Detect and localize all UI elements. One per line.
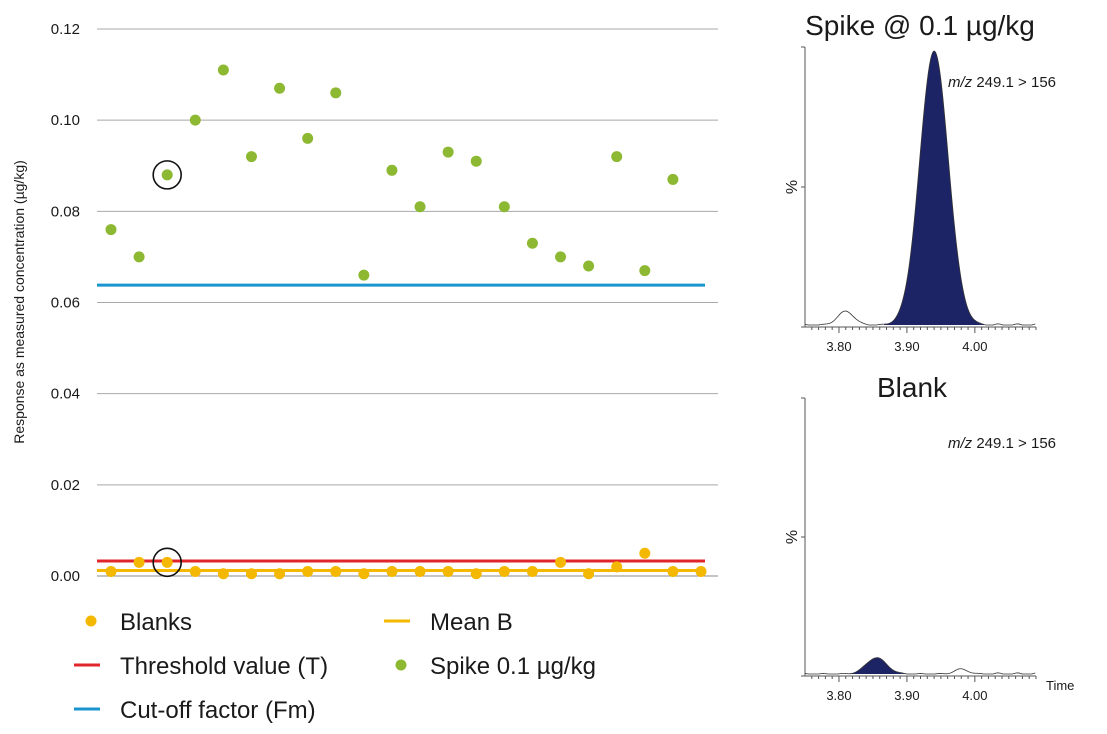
legend-label: Threshold value (T) xyxy=(120,653,328,680)
y-axis-label: % xyxy=(784,180,801,194)
panel-title: Blank xyxy=(877,372,948,403)
trace-annotation: m/z 249.1 > 156 xyxy=(948,435,1056,452)
annotation-text: 249.1 > 156 xyxy=(972,435,1056,452)
data-point xyxy=(526,565,538,577)
data-point xyxy=(217,568,229,580)
data-point xyxy=(667,173,679,185)
peak-area xyxy=(840,657,913,674)
data-point xyxy=(358,568,370,580)
legend-marker xyxy=(395,659,407,671)
data-point xyxy=(386,565,398,577)
data-point xyxy=(161,556,173,568)
y-axis-label: % xyxy=(784,530,801,544)
legend-item: Threshold value (T) xyxy=(74,653,328,680)
y-tick-label: 0.06 xyxy=(51,295,80,312)
chromatogram-blank: Blank m/z 249.1 > 156% 3.80 3.90 4.00 Time xyxy=(784,372,1074,703)
data-point xyxy=(330,565,342,577)
data-point xyxy=(105,565,117,577)
legend-item: Cut-off factor (Fm) xyxy=(74,697,316,724)
data-point xyxy=(302,565,314,577)
data-point xyxy=(498,201,510,213)
x-tick-label: 3.80 xyxy=(826,339,851,354)
data-point xyxy=(414,201,426,213)
data-point xyxy=(611,561,623,573)
legend-marker xyxy=(85,615,97,627)
data-point xyxy=(442,146,454,158)
scatter-chart: 0.00 0.02 0.04 0.06 0.08 0.10 0.12 Response as… xyxy=(11,21,718,585)
data-points xyxy=(105,64,707,580)
x-tick-label: 4.00 xyxy=(962,688,987,703)
legend-item: Spike 0.1 µg/kg xyxy=(395,653,596,680)
data-point xyxy=(695,565,707,577)
y-tick-label: 0.02 xyxy=(51,477,80,494)
y-tick-label: 0.08 xyxy=(51,203,80,220)
trace-line xyxy=(804,50,1036,326)
data-point xyxy=(245,568,257,580)
y-tick-label: 0.04 xyxy=(51,386,80,403)
data-point xyxy=(302,132,314,144)
x-tick-label: 3.80 xyxy=(826,688,851,703)
data-point xyxy=(245,151,257,163)
data-point xyxy=(414,565,426,577)
chromatogram-spike: Spike @ 0.1 µg/kg m/z 249.1 > 156% 3.80 3.9… xyxy=(784,10,1056,354)
annotation-text: 249.1 > 156 xyxy=(972,74,1056,91)
data-point xyxy=(189,565,201,577)
data-point xyxy=(274,82,286,94)
data-point xyxy=(639,547,651,559)
data-point xyxy=(133,251,145,263)
data-point xyxy=(470,155,482,167)
y-tick-label: 0.00 xyxy=(51,568,80,585)
data-point xyxy=(133,556,145,568)
peak-area xyxy=(884,51,985,325)
data-point xyxy=(583,568,595,580)
legend-label: Mean B xyxy=(430,609,513,636)
data-point xyxy=(555,556,567,568)
legend-label: Cut-off factor (Fm) xyxy=(120,697,316,724)
data-point xyxy=(189,114,201,126)
data-point xyxy=(442,565,454,577)
legend-label: Blanks xyxy=(120,609,192,636)
x-tick-label: 3.90 xyxy=(894,339,919,354)
data-point xyxy=(583,260,595,272)
legend-item: Blanks xyxy=(85,609,192,636)
data-point xyxy=(105,224,117,236)
data-point xyxy=(358,269,370,281)
data-point xyxy=(667,565,679,577)
data-point xyxy=(386,164,398,176)
data-point xyxy=(526,237,538,249)
reference-lines xyxy=(97,283,705,573)
panel-title: Spike @ 0.1 µg/kg xyxy=(805,10,1035,41)
data-point xyxy=(611,151,623,163)
y-axis-ticks: 0.00 0.02 0.04 0.06 0.08 0.10 0.12 xyxy=(51,21,80,585)
x-tick-label: 3.90 xyxy=(894,688,919,703)
data-point xyxy=(555,251,567,263)
legend: Blanks Mean B Threshold value (T) Spike 0.1… xyxy=(74,609,596,724)
highlight-circles xyxy=(152,160,182,578)
data-point xyxy=(639,265,651,277)
data-point xyxy=(274,568,286,580)
legend-item: Mean B xyxy=(384,609,513,636)
data-point xyxy=(330,87,342,99)
annotation-italic: m/z xyxy=(948,435,973,452)
trace-annotation: m/z 249.1 > 156 xyxy=(948,74,1056,91)
y-tick-label: 0.10 xyxy=(51,112,80,129)
legend-label: Spike 0.1 µg/kg xyxy=(430,653,596,680)
highlight-circle xyxy=(152,160,182,190)
data-point xyxy=(470,568,482,580)
y-tick-label: 0.12 xyxy=(51,21,80,38)
x-tick-label: 4.00 xyxy=(962,339,987,354)
grid xyxy=(97,28,718,577)
data-point xyxy=(217,64,229,76)
y-axis-label: Response as measured concentration (µg/k… xyxy=(11,160,27,444)
highlight-circle xyxy=(152,547,182,578)
data-point xyxy=(498,565,510,577)
data-point xyxy=(161,169,173,181)
trace-line xyxy=(804,657,1036,675)
annotation-italic: m/z xyxy=(948,74,973,91)
x-axis-label: Time xyxy=(1046,678,1074,693)
